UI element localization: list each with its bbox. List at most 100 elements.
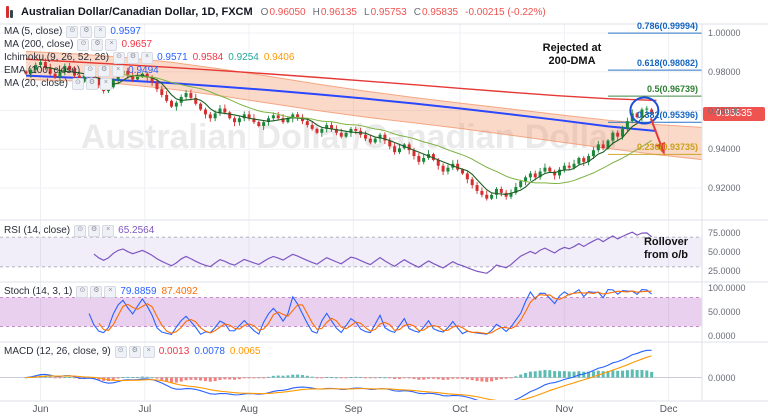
indicator-values: 79.8859 87.4092: [120, 286, 197, 297]
visibility-icon[interactable]: ⊙: [71, 77, 84, 90]
indicator-values: 0.9494: [128, 65, 159, 76]
indicator-legend-row[interactable]: Stoch (14, 3, 1) ⊙ ⚙ × 79.8859 87.4092: [4, 285, 198, 298]
remove-icon[interactable]: ×: [104, 285, 117, 298]
annotation-rollover-from-ob[interactable]: Rollover from o/b: [628, 236, 704, 262]
main-indicator-legend: MA (5, close) ⊙ ⚙ × 0.9597 MA (200, clos…: [4, 25, 294, 90]
remove-icon[interactable]: ×: [142, 345, 155, 358]
indicator-value: 0.0078: [194, 346, 225, 357]
price-scale[interactable]: 0.95835 1.00000 0.98000 0.96000 0.94000 0.92…: [702, 0, 768, 418]
visibility-icon[interactable]: ⊙: [84, 64, 97, 77]
indicator-values: 0.9597: [110, 26, 141, 37]
indicator-controls: ⊙ ⚙ ×: [76, 285, 117, 298]
indicator-value: 79.8859: [120, 286, 157, 297]
indicator-values: 0.0013 0.0078 0.0065: [159, 346, 261, 357]
indicator-controls: ⊙ ⚙ ×: [77, 38, 118, 51]
visibility-icon[interactable]: ⊙: [66, 25, 79, 38]
price-axis-label: 0.94000: [708, 144, 741, 155]
chart-logo-icon[interactable]: [6, 6, 13, 18]
last-price-badge: 0.95835: [703, 106, 765, 121]
indicator-value: 0.0013: [158, 346, 190, 357]
visibility-icon[interactable]: ⊙: [113, 51, 126, 64]
rsi-axis-label: 25.0000: [708, 265, 741, 276]
ohlc-item: C0.95835: [413, 6, 459, 18]
time-axis-label: Dec: [659, 404, 678, 415]
settings-icon[interactable]: ⚙: [85, 77, 98, 90]
settings-icon[interactable]: ⚙: [88, 224, 101, 237]
indicator-title: MACD (12, 26, close, 9): [4, 346, 111, 357]
chart-header: Australian Dollar/Canadian Dollar, 1D, F…: [0, 0, 768, 24]
stoch-legend: Stoch (14, 3, 1) ⊙ ⚙ × 79.8859 87.4092: [4, 285, 198, 298]
annotation-line: Rollover: [643, 236, 688, 248]
indicator-legend-row[interactable]: MA (5, close) ⊙ ⚙ × 0.9597: [4, 25, 294, 38]
ohlc-item: O0.96050: [260, 6, 306, 18]
macd-axis-label: 0.0000: [708, 372, 736, 383]
indicator-value: 0.9597: [110, 26, 141, 37]
remove-icon[interactable]: ×: [141, 51, 154, 64]
rsi-legend: RSI (14, close) ⊙ ⚙ × 65.2564: [4, 224, 154, 237]
remove-icon[interactable]: ×: [112, 64, 125, 77]
time-axis-label: Sep: [344, 404, 363, 415]
time-axis-label: Oct: [452, 404, 468, 415]
price-axis-label: 0.98000: [708, 66, 741, 77]
indicator-value: 0.9584: [192, 52, 224, 63]
settings-icon[interactable]: ⚙: [90, 285, 103, 298]
settings-icon[interactable]: ⚙: [91, 38, 104, 51]
ohlc-item: L0.95753: [364, 6, 407, 18]
macd-legend: MACD (12, 26, close, 9) ⊙ ⚙ × 0.0013 0.00…: [4, 345, 261, 358]
indicator-legend-row[interactable]: MACD (12, 26, close, 9) ⊙ ⚙ × 0.0013 0.00…: [4, 345, 261, 358]
settings-icon[interactable]: ⚙: [80, 25, 93, 38]
indicator-legend-row[interactable]: EMA (100, close) ⊙ ⚙ × 0.9494: [4, 64, 294, 77]
time-axis-label: Jul: [138, 404, 152, 415]
time-axis-label: Nov: [555, 404, 574, 415]
visibility-icon[interactable]: ⊙: [114, 345, 127, 358]
indicator-title: MA (20, close): [4, 78, 68, 89]
visibility-icon[interactable]: ⊙: [77, 38, 90, 51]
indicator-controls: ⊙ ⚙ ×: [113, 51, 154, 64]
visibility-icon[interactable]: ⊙: [74, 224, 87, 237]
settings-icon[interactable]: ⚙: [128, 345, 141, 358]
indicator-value: 0.9254: [228, 52, 259, 63]
annotation-line: Rejected at: [542, 42, 602, 54]
indicator-values: 0.9571 0.9584 0.9254 0.9406: [157, 52, 294, 63]
indicator-controls: ⊙ ⚙ ×: [66, 25, 107, 38]
visibility-icon[interactable]: ⊙: [76, 285, 89, 298]
time-axis-label: Aug: [240, 404, 258, 415]
change-value: -0.00215 (-0.22%): [465, 6, 546, 18]
indicator-title: Ichimoku (9, 26, 52, 26): [4, 52, 110, 63]
indicator-values: 0.9657: [121, 39, 152, 50]
price-axis-label: 0.96000: [708, 105, 741, 116]
remove-icon[interactable]: ×: [94, 25, 107, 38]
remove-icon[interactable]: ×: [102, 224, 115, 237]
indicator-legend-row[interactable]: Ichimoku (9, 26, 52, 26) ⊙ ⚙ × 0.9571 0.9…: [4, 51, 294, 64]
indicator-controls: ⊙ ⚙ ×: [74, 224, 115, 237]
indicator-legend-row[interactable]: RSI (14, close) ⊙ ⚙ × 65.2564: [4, 224, 154, 237]
indicator-legend-row[interactable]: MA (20, close) ⊙ ⚙ ×: [4, 77, 294, 90]
annotation-rejected-at-200dma[interactable]: Rejected at 200-DMA: [524, 42, 620, 68]
indicator-values: 65.2564: [118, 225, 154, 236]
stoch-axis-label: 100.0000: [708, 283, 746, 293]
indicator-value: 0.0065: [229, 346, 261, 357]
settings-icon[interactable]: ⚙: [127, 51, 140, 64]
remove-icon[interactable]: ×: [105, 38, 118, 51]
annotation-line: from o/b: [644, 249, 688, 261]
settings-icon[interactable]: ⚙: [98, 64, 111, 77]
indicator-controls: ⊙ ⚙ ×: [71, 77, 112, 90]
indicator-controls: ⊙ ⚙ ×: [84, 64, 125, 77]
indicator-title: MA (200, close): [4, 39, 74, 50]
time-axis[interactable]: Jun Jul Aug Sep Oct Nov Dec: [0, 402, 702, 418]
stoch-axis-label: 0.0000: [708, 331, 736, 341]
indicator-value: 0.9406: [263, 52, 295, 63]
rsi-axis-label: 75.0000: [708, 228, 741, 239]
remove-icon[interactable]: ×: [99, 77, 112, 90]
indicator-value: 0.9571: [157, 52, 188, 63]
stoch-axis-label: 50.0000: [708, 307, 741, 317]
symbol-title[interactable]: Australian Dollar/Canadian Dollar, 1D, F…: [21, 6, 253, 18]
indicator-title: Stoch (14, 3, 1): [4, 286, 73, 297]
indicator-title: RSI (14, close): [4, 225, 71, 236]
indicator-value: 87.4092: [161, 286, 198, 297]
ohlc-values: O0.96050 H0.96135 L0.95753 C0.95835 -0.00215…: [261, 7, 546, 18]
price-axis-label: 1.00000: [708, 28, 741, 38]
indicator-legend-row[interactable]: MA (200, close) ⊙ ⚙ × 0.9657: [4, 38, 294, 51]
indicator-title: MA (5, close): [4, 26, 63, 37]
